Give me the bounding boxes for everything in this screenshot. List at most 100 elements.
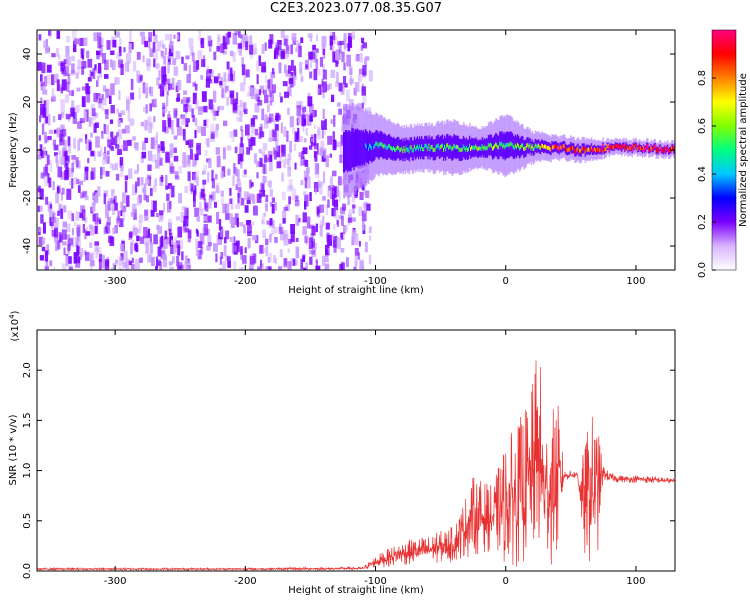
heatmap-cell	[111, 60, 116, 71]
heatmap-cell	[283, 230, 288, 241]
heatmap-cell	[235, 184, 239, 190]
heatmap-cell	[319, 204, 325, 213]
heatmap-cell	[534, 143, 537, 148]
heatmap-cell	[94, 64, 97, 71]
heatmap-cell	[303, 106, 305, 115]
heatmap-cell	[669, 148, 671, 153]
heatmap-cell	[92, 213, 96, 222]
heatmap-cell	[308, 51, 313, 60]
heatmap-cell	[117, 210, 120, 221]
heatmap-cell	[90, 171, 94, 180]
heatmap-cell	[193, 173, 198, 184]
heatmap-cell	[324, 268, 329, 270]
heatmap-cell	[176, 93, 180, 102]
heatmap-cell	[343, 76, 347, 84]
heatmap-cell	[163, 55, 167, 65]
heatmap-cell	[531, 144, 534, 149]
heatmap-cell	[310, 113, 313, 123]
heatmap-cell	[118, 90, 121, 101]
heatmap-cell	[73, 107, 76, 119]
heatmap-cell	[411, 148, 414, 153]
heatmap-cell	[99, 45, 103, 57]
heatmap-cell	[250, 137, 256, 146]
heatmap-cell	[332, 224, 336, 231]
heatmap-cell	[246, 195, 251, 205]
heatmap-cell	[121, 144, 124, 151]
heatmap-cell	[48, 113, 51, 126]
heatmap-cell	[173, 147, 177, 153]
heatmap-cell	[220, 228, 225, 238]
heatmap-cell	[261, 219, 264, 225]
heatmap-cell	[123, 140, 128, 151]
heatmap-cell	[175, 85, 179, 93]
heatmap-cell	[89, 242, 93, 248]
heatmap-cell	[48, 177, 52, 188]
heatmap-cell	[566, 148, 569, 153]
heatmap-cell	[76, 66, 80, 75]
heatmap-cell	[304, 235, 309, 244]
heatmap-cell	[43, 177, 49, 186]
heatmap-cell	[75, 259, 81, 268]
heatmap-cell	[227, 75, 231, 82]
heatmap-cell	[267, 180, 271, 187]
heatmap-cell	[463, 146, 466, 151]
heatmap-cell	[114, 135, 118, 146]
heatmap-cell	[304, 160, 309, 167]
heatmap-cell	[325, 84, 330, 91]
heatmap-cell	[302, 267, 307, 270]
heatmap-cell	[186, 74, 191, 84]
heatmap-cell	[315, 163, 320, 175]
heatmap-cell	[88, 139, 92, 151]
heatmap-cell	[81, 96, 86, 108]
heatmap-cell	[339, 154, 343, 164]
heatmap-cell	[84, 111, 87, 122]
heatmap-cell	[292, 258, 296, 266]
heatmap-cell	[68, 167, 74, 177]
spectrogram-x-ticks: -300 -200 -100 0 100	[104, 30, 645, 287]
heatmap-cell	[153, 30, 156, 36]
heatmap-cell	[359, 260, 364, 270]
heatmap-cell	[160, 141, 165, 151]
heatmap-cell	[564, 146, 567, 151]
heatmap-cell	[409, 145, 412, 150]
heatmap-cell	[315, 58, 319, 70]
heatmap-cell	[614, 143, 617, 148]
heatmap-cell	[429, 147, 432, 152]
heatmap-cell	[529, 143, 532, 148]
heatmap-cell	[63, 247, 66, 255]
snr-x-label: Height of straight line (km)	[288, 585, 424, 596]
heatmap-cell	[361, 131, 364, 166]
heatmap-cell	[173, 155, 179, 162]
heatmap-cell	[360, 52, 363, 63]
heatmap-cell	[269, 218, 273, 226]
heatmap-cell	[287, 65, 292, 74]
heatmap-cell	[444, 144, 446, 149]
heatmap-cell	[262, 175, 267, 183]
heatmap-cell	[258, 55, 261, 66]
heatmap-cell	[233, 261, 237, 270]
heatmap-cell	[332, 170, 337, 177]
heatmap-cell	[372, 144, 375, 149]
heatmap-cell	[115, 144, 120, 149]
heatmap-cell	[69, 181, 72, 186]
heatmap-cell	[229, 131, 233, 138]
heatmap-cell	[207, 171, 210, 183]
heatmap-cell	[138, 87, 141, 100]
heatmap-cell	[38, 185, 41, 193]
heatmap-cell	[130, 78, 134, 91]
heatmap-cell	[243, 76, 246, 85]
heatmap-cell	[288, 238, 292, 244]
heatmap-cell	[131, 240, 134, 245]
heatmap-cell	[308, 237, 314, 249]
heatmap-cell	[50, 210, 55, 222]
heatmap-cell	[131, 184, 137, 196]
heatmap-cell	[354, 248, 359, 256]
heatmap-cell	[293, 75, 296, 86]
heatmap-cell	[334, 141, 337, 149]
heatmap-cell	[106, 217, 111, 225]
heatmap-cell	[247, 224, 252, 233]
heatmap-cell	[148, 122, 152, 133]
heatmap-cell	[327, 135, 333, 145]
